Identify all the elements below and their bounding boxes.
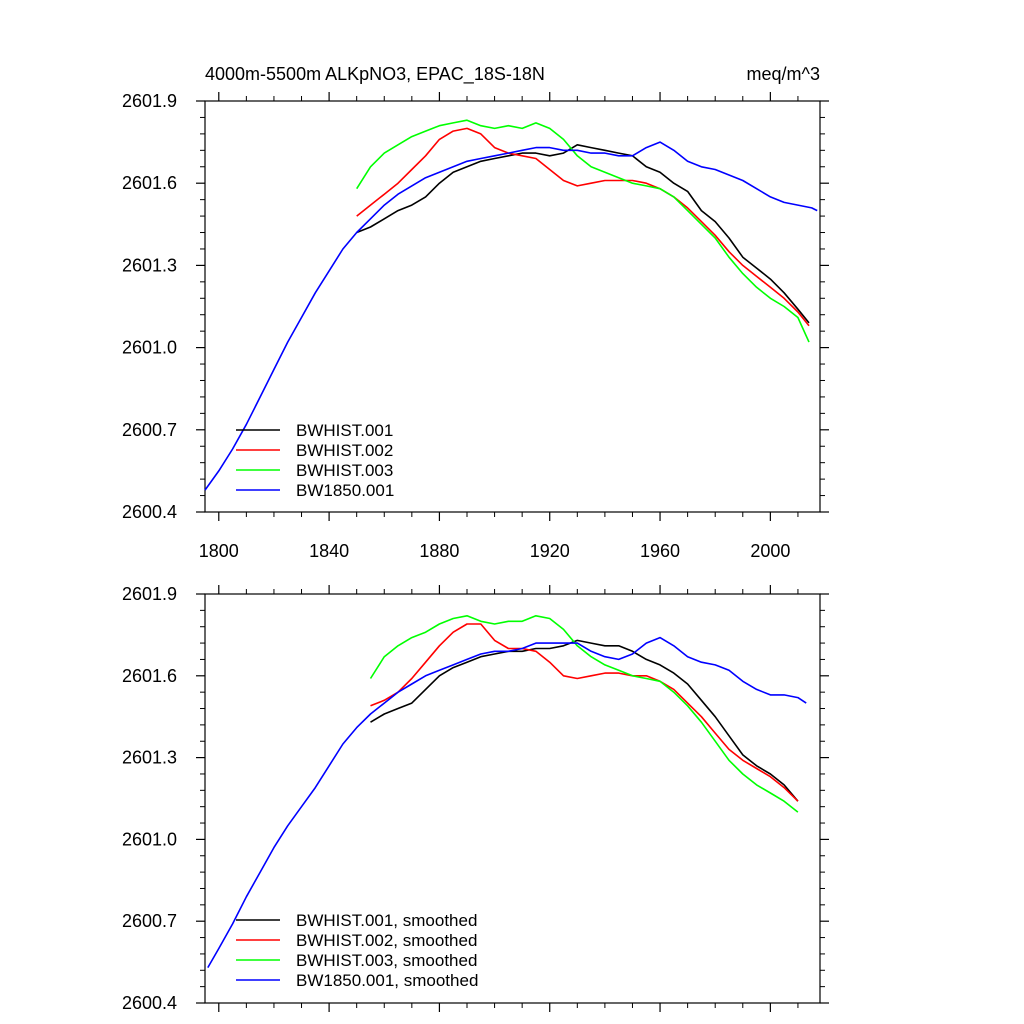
plot-frame <box>204 593 821 1004</box>
y-tick-label: 2601.3 <box>122 255 177 275</box>
series-line-2 <box>370 623 799 802</box>
legend-label-3: BWHIST.003, smoothed <box>296 951 477 970</box>
series-line-4 <box>207 636 807 968</box>
y-tick-label: 2601.0 <box>122 829 177 849</box>
chart-panel-1 <box>196 92 829 521</box>
y-tick-label: 2601.9 <box>122 91 177 111</box>
y-tick-label: 2600.7 <box>122 911 177 931</box>
y-tick-label: 2601.6 <box>122 173 177 193</box>
chart-title: 4000m-5500m ALKpNO3, EPAC_18S-18N <box>205 64 545 85</box>
legend-label-4: BW1850.001 <box>296 481 394 500</box>
y-tick-label: 2600.4 <box>122 502 177 522</box>
x-tick-label: 1840 <box>309 541 349 561</box>
y-tick-label: 2601.3 <box>122 748 177 768</box>
chart-panel-2 <box>196 585 829 1012</box>
y-tick-label: 2600.7 <box>122 420 177 440</box>
plot-frame <box>204 100 821 513</box>
units-label: meq/m^3 <box>747 64 820 84</box>
series-line-1 <box>356 144 810 324</box>
y-tick-label: 2600.4 <box>122 993 177 1013</box>
legend-label-1: BWHIST.001 <box>296 421 393 440</box>
legend-label-2: BWHIST.002 <box>296 441 393 460</box>
y-tick-label: 2601.6 <box>122 666 177 686</box>
series-line-3 <box>369 614 799 813</box>
x-tick-label: 2000 <box>750 541 790 561</box>
x-tick-label: 1960 <box>640 541 680 561</box>
series-line-3 <box>356 119 810 343</box>
series-line-1 <box>370 639 799 802</box>
y-tick-label: 2601.9 <box>122 584 177 604</box>
legend-label-2: BWHIST.002, smoothed <box>296 931 477 950</box>
legend-label-1: BWHIST.001, smoothed <box>296 911 477 930</box>
x-tick-label: 1800 <box>199 541 239 561</box>
legend-label-3: BWHIST.003 <box>296 461 393 480</box>
x-tick-label: 1880 <box>419 541 459 561</box>
y-tick-label: 2601.0 <box>122 338 177 358</box>
series-line-2 <box>356 127 810 327</box>
series-line-4 <box>204 141 818 491</box>
x-tick-label: 1920 <box>530 541 570 561</box>
legend-label-4: BW1850.001, smoothed <box>296 971 478 990</box>
